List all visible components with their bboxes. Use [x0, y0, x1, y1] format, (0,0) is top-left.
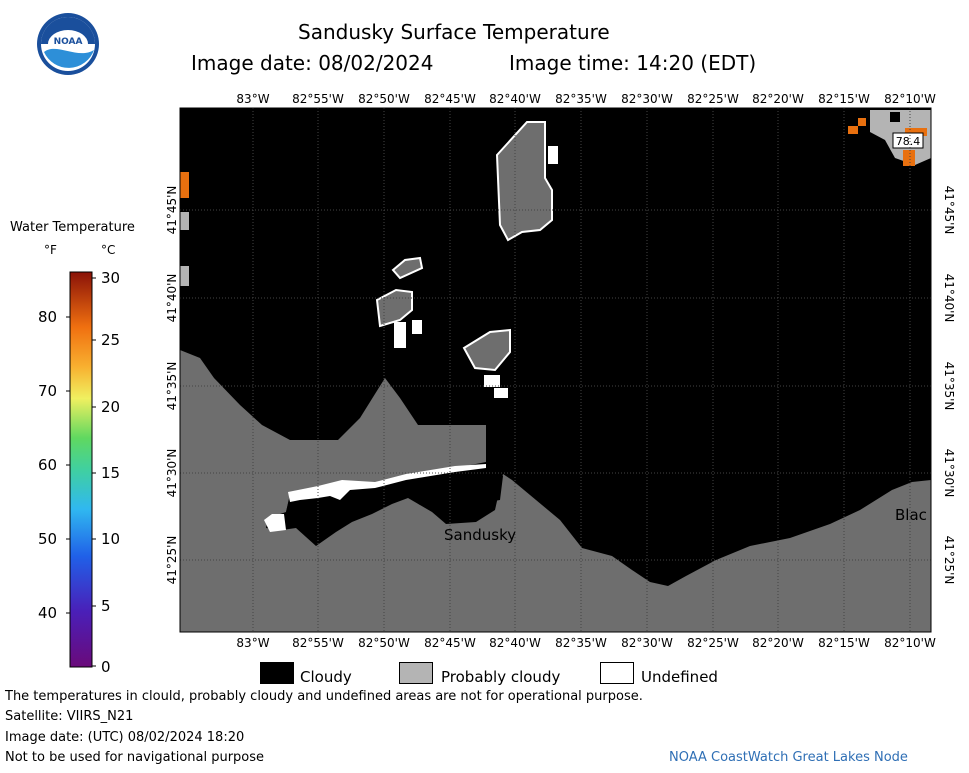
undefined-patch [494, 388, 508, 398]
lon-label: 82°50'W [358, 92, 410, 106]
lon-label: 83°W [236, 636, 269, 650]
lat-label: 41°45'N [942, 186, 956, 235]
colorbar-f-tick: 40 [38, 604, 57, 622]
colorbar-c-tick: 5 [101, 597, 111, 615]
place-sandusky: Sandusky [444, 526, 516, 544]
colorbar-f-tick: 50 [38, 530, 57, 548]
island-kelleys [462, 328, 511, 372]
place-east: Blac [895, 506, 927, 524]
satellite: Satellite: VIIRS_N21 [5, 709, 134, 724]
colorbar-c-tick: 25 [101, 331, 120, 349]
lon-label: 82°50'W [358, 636, 410, 650]
sandusky-bay [286, 466, 503, 530]
warm-water-patch [858, 118, 866, 126]
lat-label: 41°35'N [165, 362, 179, 411]
warm-water-patch [905, 128, 927, 136]
image-date: Image date: 08/02/2024 [191, 51, 434, 75]
colorbar-c-tick: 10 [101, 530, 120, 548]
probably-cloudy-patch [180, 212, 189, 230]
lat-label: 41°25'N [165, 536, 179, 585]
lon-label: 83°W [236, 92, 269, 106]
lat-label: 41°40'N [942, 274, 956, 323]
lon-label: 82°45'W [424, 636, 476, 650]
colorbar-c-tick: 30 [101, 269, 120, 287]
lon-label: 82°55'W [292, 636, 344, 650]
lon-label: 82°35'W [555, 92, 607, 106]
legend-probably-cloudy-label: Probably cloudy [441, 668, 561, 686]
lon-label: 82°15'W [818, 636, 870, 650]
utc-date: Image date: (UTC) 08/02/2024 18:20 [5, 730, 245, 745]
lon-label: 82°25'W [687, 636, 739, 650]
map: 78.4 Sandusky Blac 83°W 82°55'W 82°50'W … [165, 92, 956, 650]
probably-cloudy-patch [180, 266, 189, 286]
cloud-patch [890, 112, 900, 122]
page-title: Sandusky Surface Temperature [298, 20, 610, 44]
colorbar-scale [69, 271, 93, 668]
lon-label: 82°45'W [424, 92, 476, 106]
warm-water-patch [848, 126, 858, 134]
legend-cloudy-swatch [260, 662, 294, 684]
lon-label: 82°15'W [818, 92, 870, 106]
lon-label: 82°10'W [884, 92, 936, 106]
lat-label: 41°30'N [165, 449, 179, 498]
warm-water-patch [903, 150, 915, 166]
legend-undefined-label: Undefined [641, 668, 718, 686]
noaa-logo: NOAA [37, 13, 99, 75]
undefined-patch [484, 375, 500, 387]
lon-label: 82°55'W [292, 92, 344, 106]
legend-cloudy-label: Cloudy [300, 668, 352, 686]
credit: NOAA CoastWatch Great Lakes Node [669, 750, 908, 765]
logo-text: NOAA [54, 37, 83, 47]
colorbar-c-tick: 0 [101, 658, 111, 676]
colorbar-c-tick: 15 [101, 464, 120, 482]
lon-label: 82°25'W [687, 92, 739, 106]
colorbar-title: Water Temperature [10, 220, 135, 235]
lon-label: 82°40'W [489, 636, 541, 650]
colorbar: 80 70 60 50 40 30 25 20 15 10 5 0 [38, 269, 120, 676]
lat-label: 41°30'N [942, 449, 956, 498]
temp-reading-box [892, 132, 924, 149]
colorbar-unit-f: °F [44, 243, 57, 257]
lon-label: 82°35'W [555, 636, 607, 650]
image-time: Image time: 14:20 (EDT) [509, 51, 757, 75]
colorbar-c-tick: 20 [101, 398, 120, 416]
graticule [180, 108, 931, 632]
lat-label: 41°35'N [942, 362, 956, 411]
undefined-edge [288, 464, 486, 502]
undefined-patch [394, 322, 406, 348]
lon-label: 82°40'W [489, 92, 541, 106]
lon-label: 82°30'W [621, 92, 673, 106]
lat-label: 41°25'N [942, 536, 956, 585]
colorbar-f-tick: 60 [38, 456, 57, 474]
legend-undefined-swatch [600, 662, 634, 684]
island-north-bass [375, 288, 413, 328]
warm-water-patch [180, 172, 189, 198]
colorbar-unit-c: °C [101, 243, 116, 257]
nav-warning: Not to be used for navigational purpose [5, 750, 265, 765]
disclaimer: The temperatures in clould, probably clo… [5, 689, 643, 704]
colorbar-f-tick: 70 [38, 382, 57, 400]
island-small [391, 256, 424, 280]
undefined-patch [412, 320, 422, 334]
lon-label: 82°20'W [752, 92, 804, 106]
undefined-patch [548, 146, 558, 164]
lat-label: 41°45'N [165, 186, 179, 235]
land-south-shore [180, 350, 931, 632]
lon-label: 82°30'W [621, 636, 673, 650]
colorbar-f-tick: 80 [38, 308, 57, 326]
temp-reading: 78.4 [896, 135, 921, 148]
undefined-edge [264, 514, 286, 532]
lon-label: 82°10'W [884, 636, 936, 650]
lon-label: 82°20'W [752, 636, 804, 650]
legend-probably-cloudy-swatch [399, 662, 433, 684]
lat-label: 41°40'N [165, 274, 179, 323]
